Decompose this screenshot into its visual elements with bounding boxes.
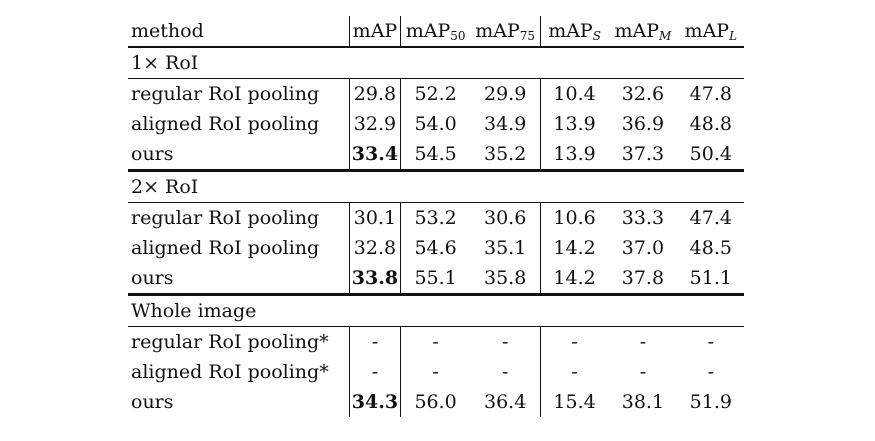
value-cell: 34.9: [484, 113, 527, 135]
header-mapl-sub: L: [729, 29, 738, 43]
value-cell: 13.9: [539, 139, 609, 172]
value-cell: 33.3: [621, 207, 665, 229]
value-cell: 37.3: [608, 139, 678, 172]
value-cell: 52.2: [399, 78, 471, 109]
table-row: aligned RoI pooling 32.8 54.6 35.1 14.2 37.0 4…: [128, 233, 744, 263]
value-cell: -: [349, 326, 401, 357]
method-cell: aligned RoI pooling: [131, 113, 320, 135]
table-row: regular RoI pooling 29.8 52.2 29.9 10.4 32.6 4…: [128, 78, 744, 109]
value-cell: 38.1: [621, 391, 665, 413]
method-cell: ours: [128, 263, 350, 296]
value-cell: 56.0: [399, 387, 471, 417]
method-cell: ours: [128, 139, 350, 172]
value-cell: 30.6: [484, 207, 527, 229]
value-cell: 54.0: [399, 109, 471, 139]
value-cell: 53.2: [399, 202, 471, 233]
value-cell: 32.8: [349, 233, 401, 263]
value-cell: 35.1: [484, 237, 527, 259]
value-cell: 36.9: [621, 113, 665, 135]
value-cell: 32.9: [349, 109, 401, 139]
method-cell: regular RoI pooling: [131, 83, 320, 105]
method-cell: ours: [131, 391, 174, 413]
value-cell: 47.8: [689, 83, 732, 105]
value-cell: -: [707, 331, 715, 353]
value-cell: 30.1: [349, 202, 401, 233]
value-cell: -: [399, 326, 471, 357]
value-cell: 37.0: [621, 237, 665, 259]
value-cell: 33.4: [349, 139, 401, 172]
header-mapm: mAPM: [608, 16, 677, 47]
value-cell: 36.4: [484, 391, 527, 413]
header-maps-base: mAP: [548, 20, 593, 42]
table-row: ours 33.4 54.5 35.2 13.9 37.3 50.4: [128, 139, 744, 172]
value-cell: 51.9: [689, 391, 732, 413]
value-cell: -: [501, 331, 509, 353]
table-row: ours 33.8 55.1 35.8 14.2 37.8 51.1: [128, 263, 744, 296]
header-row: method mAP mAP50 mAP75 mAPS mAPM mAPL: [128, 16, 744, 47]
value-cell: -: [539, 326, 609, 357]
value-cell: 32.6: [621, 83, 665, 105]
value-cell: -: [399, 357, 471, 387]
header-maps-sub: S: [592, 29, 601, 43]
value-cell: 33.8: [349, 263, 401, 296]
section-title: 2× RoI: [128, 170, 744, 203]
value-cell: 29.8: [349, 78, 401, 109]
value-cell: 29.9: [484, 83, 527, 105]
section-row: Whole image: [128, 294, 744, 327]
header-map50-sub: 50: [450, 29, 466, 43]
section-title: Whole image: [128, 294, 744, 327]
value-cell: 55.1: [399, 263, 471, 296]
header-map75-base: mAP: [475, 20, 520, 42]
header-map50-base: mAP: [405, 20, 451, 42]
method-cell: aligned RoI pooling: [131, 237, 320, 259]
table-row: regular RoI pooling* - - - - - -: [128, 326, 744, 357]
table-body: 1× RoI regular RoI pooling 29.8 52.2 29.9 10.…: [128, 47, 744, 417]
header-map50: mAP50: [399, 16, 471, 47]
header-mapm-sub: M: [659, 29, 672, 43]
value-cell: 51.1: [677, 263, 744, 296]
value-cell: -: [707, 361, 715, 383]
method-cell: regular RoI pooling*: [131, 331, 329, 353]
method-cell: regular RoI pooling: [131, 207, 320, 229]
header-map75-sub: 75: [519, 29, 536, 43]
value-cell: -: [501, 361, 509, 383]
header-maps: mAPS: [539, 16, 609, 47]
table-row: aligned RoI pooling 32.9 54.0 34.9 13.9 36.9 4…: [128, 109, 744, 139]
value-cell: 35.2: [470, 139, 541, 172]
value-cell: 10.4: [539, 78, 609, 109]
table-row: regular RoI pooling 30.1 53.2 30.6 10.6 33.3 4…: [128, 202, 744, 233]
value-cell: 48.5: [689, 237, 732, 259]
value-cell: 14.2: [539, 233, 609, 263]
header-map75: mAP75: [470, 16, 540, 47]
header-mapl: mAPL: [678, 16, 744, 47]
value-cell: 48.8: [689, 113, 732, 135]
value-cell: 15.4: [539, 387, 609, 417]
section-row: 1× RoI: [128, 47, 744, 79]
results-table: method mAP mAP50 mAP75 mAPS mAPM mAPL 1×…: [128, 16, 744, 417]
value-cell: -: [639, 361, 647, 383]
section-row: 2× RoI: [128, 170, 744, 203]
value-cell: 10.6: [539, 202, 609, 233]
header-mapl-base: mAP: [684, 20, 730, 42]
value-cell: -: [639, 331, 647, 353]
value-cell: 54.5: [399, 139, 471, 172]
header-mapm-base: mAP: [614, 20, 660, 42]
value-cell: 34.3: [349, 387, 401, 417]
value-cell: -: [349, 357, 401, 387]
table-row: ours 34.3 56.0 36.4 15.4 38.1 51.9: [128, 387, 744, 417]
section-title: 1× RoI: [128, 47, 744, 79]
value-cell: 13.9: [539, 109, 609, 139]
value-cell: -: [539, 357, 609, 387]
header-method: method: [131, 20, 204, 42]
header-map: mAP: [349, 16, 401, 47]
value-cell: 14.2: [539, 263, 609, 296]
value-cell: 54.6: [399, 233, 471, 263]
value-cell: 35.8: [470, 263, 541, 296]
value-cell: 47.4: [689, 207, 732, 229]
value-cell: 50.4: [677, 139, 744, 172]
value-cell: 37.8: [608, 263, 678, 296]
method-cell: aligned RoI pooling*: [131, 361, 329, 383]
table-row: aligned RoI pooling* - - - - - -: [128, 357, 744, 387]
